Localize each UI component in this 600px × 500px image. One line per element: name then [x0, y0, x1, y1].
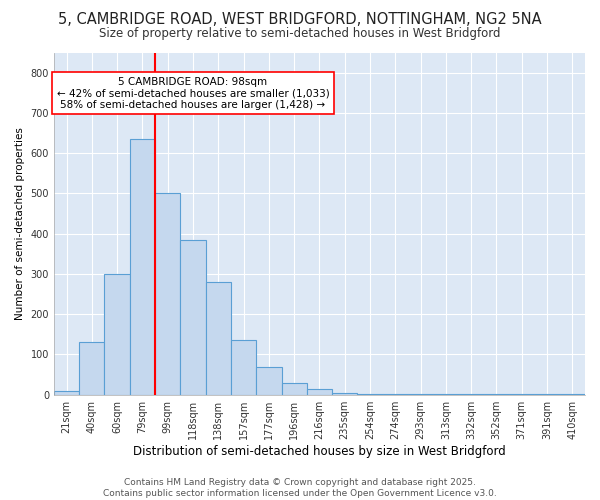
Bar: [54, 390, 79, 394]
Bar: [104, 274, 130, 394]
Y-axis label: Number of semi-detached properties: Number of semi-detached properties: [15, 127, 25, 320]
Bar: [181, 240, 206, 394]
Bar: [332, 392, 358, 394]
X-axis label: Distribution of semi-detached houses by size in West Bridgford: Distribution of semi-detached houses by …: [133, 444, 506, 458]
Bar: [79, 342, 104, 394]
Bar: [231, 340, 256, 394]
Bar: [206, 282, 231, 395]
Bar: [256, 366, 281, 394]
Text: Size of property relative to semi-detached houses in West Bridgford: Size of property relative to semi-detach…: [99, 28, 501, 40]
Text: 5 CAMBRIDGE ROAD: 98sqm
← 42% of semi-detached houses are smaller (1,033)
58% of: 5 CAMBRIDGE ROAD: 98sqm ← 42% of semi-de…: [56, 76, 329, 110]
Bar: [130, 139, 155, 394]
Bar: [155, 194, 181, 394]
Bar: [307, 388, 332, 394]
Bar: [281, 382, 307, 394]
Text: Contains HM Land Registry data © Crown copyright and database right 2025.
Contai: Contains HM Land Registry data © Crown c…: [103, 478, 497, 498]
Text: 5, CAMBRIDGE ROAD, WEST BRIDGFORD, NOTTINGHAM, NG2 5NA: 5, CAMBRIDGE ROAD, WEST BRIDGFORD, NOTTI…: [58, 12, 542, 28]
